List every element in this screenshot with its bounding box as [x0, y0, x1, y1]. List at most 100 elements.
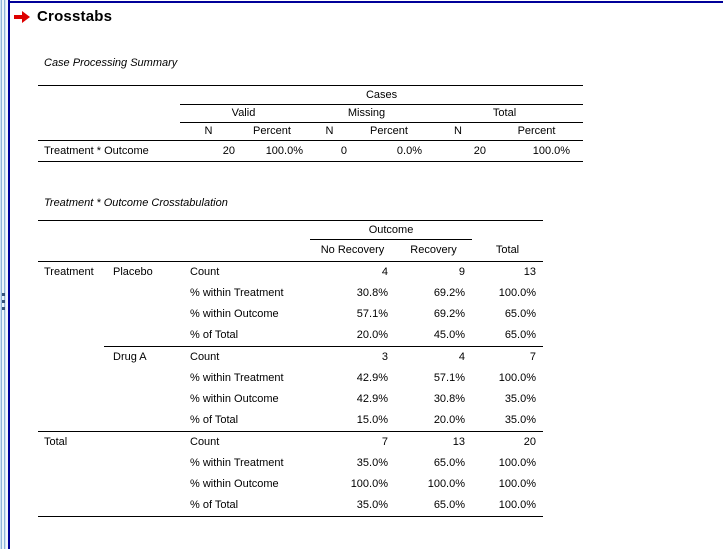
- value-recovery: 100.0%: [427, 478, 466, 490]
- category-label: [104, 283, 180, 304]
- missing-n-value: 0: [307, 140, 352, 162]
- dimension-label: [38, 368, 104, 389]
- value-recovery: 13: [395, 431, 473, 453]
- dimension-label: [38, 283, 104, 304]
- case-processing-table[interactable]: Cases Valid Missing Total N Percent N Pe…: [38, 85, 584, 162]
- cases-span-header: Cases: [180, 85, 584, 105]
- value-recovery: 57.1%: [433, 372, 466, 384]
- crosstab-row: Total Count 7 13 20: [38, 431, 544, 453]
- corner-cell: [38, 239, 310, 262]
- value-recovery: 69.2%: [433, 287, 466, 299]
- value-no-recovery: 100.0%: [350, 478, 388, 490]
- total-n-value: 20: [426, 140, 490, 162]
- value-no-recovery: 35.0%: [356, 457, 388, 469]
- case-processing-title: Case Processing Summary: [44, 57, 178, 69]
- value-no-recovery: 35.0%: [310, 495, 395, 517]
- total-percent-header: Percent: [490, 122, 584, 141]
- dimension-label: Total: [38, 431, 104, 453]
- category-label: Drug A: [104, 346, 180, 368]
- crosstab-row: % within Treatment 35.0% 65.0% 100.0%: [38, 453, 543, 474]
- category-label: [104, 368, 180, 389]
- grip-dot: [2, 300, 5, 303]
- dimension-label: [38, 474, 104, 495]
- category-label: Placebo: [113, 266, 153, 278]
- grip-dot: [2, 307, 5, 310]
- value-no-recovery: 20.0%: [356, 329, 388, 341]
- dimension-label: [38, 304, 104, 325]
- valid-group-header: Valid: [180, 104, 307, 123]
- missing-percent-header: Percent: [352, 122, 426, 141]
- output-heading: Crosstabs: [14, 7, 112, 26]
- crosstab-table-body: Treatment Placebo Count 4 9 13% within Treatm…: [38, 262, 544, 517]
- category-label: [104, 431, 180, 453]
- value-recovery: 30.8%: [433, 393, 466, 405]
- missing-n-header: N: [307, 122, 352, 141]
- grip-dot: [2, 293, 5, 296]
- dimension-label: [38, 453, 104, 474]
- statistic-label: % within Treatment: [190, 457, 284, 469]
- value-no-recovery: 30.8%: [356, 287, 388, 299]
- category-label: [104, 304, 180, 325]
- category-label: [104, 410, 180, 432]
- value-total: 100.0%: [498, 287, 537, 299]
- value-total: 35.0%: [504, 393, 537, 405]
- statistic-label: % of Total: [190, 414, 239, 426]
- crosstab-row: % of Total 35.0% 65.0% 100.0%: [38, 495, 544, 517]
- statistic-label: % of Total: [190, 329, 239, 341]
- corner-cell: [472, 220, 544, 240]
- value-recovery: 69.2%: [433, 308, 466, 320]
- value-no-recovery: 42.9%: [356, 372, 388, 384]
- value-no-recovery: 4: [381, 266, 388, 278]
- statistic-label: Count: [180, 346, 310, 368]
- value-total: 13: [523, 266, 537, 278]
- outcome-span-header: Outcome: [310, 220, 473, 240]
- value-recovery: 9: [458, 266, 466, 278]
- value-total: 35.0%: [504, 414, 537, 426]
- value-no-recovery: 7: [310, 431, 395, 453]
- value-recovery: 20.0%: [433, 414, 466, 426]
- corner-cell: [38, 220, 310, 240]
- dimension-label: [38, 495, 104, 517]
- value-total: 100.0%: [498, 372, 537, 384]
- value-recovery: 65.0%: [433, 457, 466, 469]
- dimension-label: [38, 325, 104, 347]
- crosstab-row: Treatment Placebo Count 4 9 13: [38, 262, 543, 284]
- corner-cell: [38, 122, 180, 141]
- value-total: 100.0%: [472, 495, 544, 517]
- crosstab-row: % within Outcome 57.1% 69.2% 65.0%: [38, 304, 543, 325]
- heading-title: Crosstabs: [37, 8, 113, 25]
- category-label: [104, 474, 180, 495]
- crosstab-row: % within Outcome 100.0% 100.0% 100.0%: [38, 474, 543, 495]
- dimension-label: [38, 389, 104, 410]
- value-total: 7: [472, 346, 544, 368]
- value-total: 65.0%: [504, 308, 537, 320]
- category-label: [104, 453, 180, 474]
- value-recovery: 4: [395, 346, 473, 368]
- category-label: [104, 495, 180, 517]
- crosstab-row: % within Treatment 42.9% 57.1% 100.0%: [38, 368, 543, 389]
- statistic-label: % within Outcome: [190, 478, 279, 490]
- value-no-recovery: 15.0%: [356, 414, 388, 426]
- corner-cell: [38, 105, 180, 123]
- crosstab-row: Drug A Count 3 4 7: [38, 346, 544, 368]
- value-no-recovery: 42.9%: [356, 393, 388, 405]
- total-n-header: N: [426, 122, 490, 141]
- value-no-recovery: 3: [310, 346, 395, 368]
- total-percent-value: 100.0%: [490, 140, 584, 162]
- row-label: Treatment * Outcome: [38, 140, 180, 162]
- crosstab-table[interactable]: Outcome No Recovery Recovery Total Treat…: [38, 220, 544, 517]
- no-recovery-header: No Recovery: [310, 239, 395, 262]
- value-total: 100.0%: [498, 457, 537, 469]
- missing-group-header: Missing: [307, 104, 426, 123]
- statistic-label: % of Total: [180, 495, 310, 517]
- pane-top-border: [10, 1, 723, 3]
- total-group-header: Total: [426, 104, 584, 123]
- dimension-label: Treatment: [44, 266, 94, 278]
- value-total: 20: [472, 431, 544, 453]
- corner-cell: [38, 85, 180, 105]
- statistic-label: Count: [180, 431, 310, 453]
- splitter-grip-handle[interactable]: [2, 293, 7, 314]
- value-recovery: 65.0%: [395, 495, 473, 517]
- dimension-label: [38, 410, 104, 432]
- category-label: [104, 389, 180, 410]
